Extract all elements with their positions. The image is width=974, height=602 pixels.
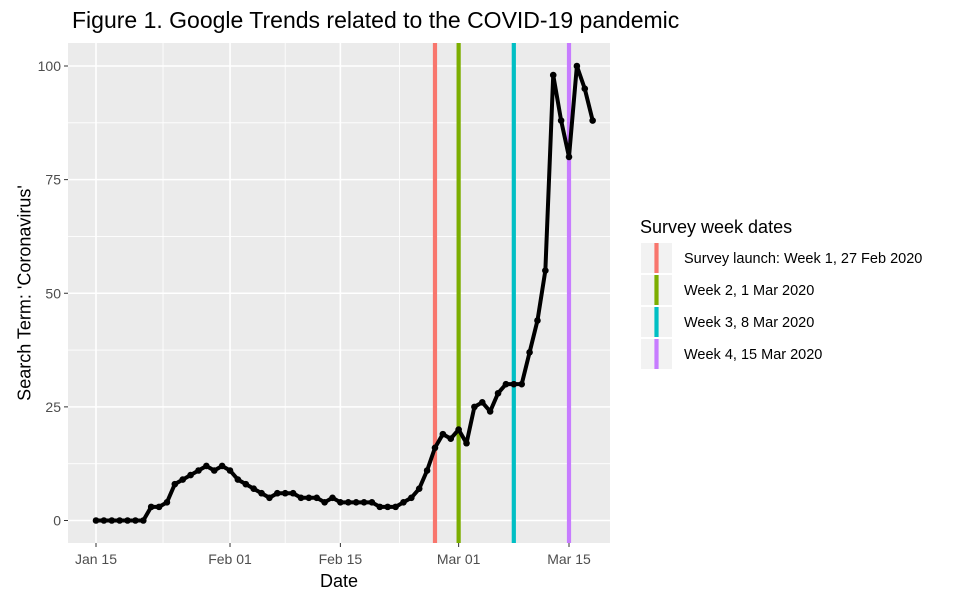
y-axis: 0 25 50 75 100	[38, 58, 68, 529]
series-line	[94, 64, 595, 523]
data-point	[549, 71, 557, 79]
data-point	[518, 380, 525, 388]
data-point	[565, 153, 573, 161]
y-tick-label: 100	[38, 58, 62, 74]
y-axis-title: Search Term: 'Coronavirus'	[14, 185, 34, 401]
legend-items: Survey launch: Week 1, 27 Feb 2020 Week 2…	[641, 243, 922, 369]
data-point	[258, 489, 265, 497]
data-point	[344, 499, 352, 506]
data-point	[281, 489, 289, 497]
x-tick-label: Mar 15	[547, 551, 591, 567]
data-point	[478, 399, 486, 406]
chart-title: Figure 1. Google Trends related to the C…	[72, 7, 679, 33]
data-point	[534, 317, 541, 324]
data-point	[431, 444, 439, 452]
y-tick-label: 50	[45, 285, 61, 301]
data-point	[573, 62, 581, 70]
x-tick-label: Feb 01	[208, 551, 252, 567]
data-point	[392, 503, 399, 511]
data-point	[250, 485, 257, 492]
y-tick-label: 0	[53, 513, 61, 529]
data-point	[376, 503, 384, 511]
data-point	[179, 476, 187, 483]
data-point	[203, 462, 210, 470]
data-point	[329, 494, 336, 502]
data-point	[313, 494, 321, 502]
data-point	[352, 499, 360, 506]
data-point	[337, 499, 344, 506]
data-point	[455, 426, 462, 433]
data-point	[210, 467, 218, 474]
x-axis: Jan 15 Feb 01 Feb 15 Mar 01 Mar 15	[75, 543, 591, 567]
data-point	[187, 471, 194, 479]
data-point	[400, 499, 407, 506]
data-point	[195, 467, 202, 474]
data-point	[140, 517, 147, 524]
data-point	[526, 349, 533, 356]
data-point	[471, 403, 478, 411]
data-point	[297, 494, 305, 502]
data-point	[486, 408, 494, 415]
data-point	[321, 499, 328, 506]
legend-label: Survey launch: Week 1, 27 Feb 2020	[684, 251, 922, 267]
data-point	[415, 485, 423, 492]
data-point	[289, 489, 297, 497]
data-point	[542, 267, 549, 274]
survey-week-lines	[432, 43, 572, 543]
x-tick-label: Feb 15	[319, 551, 363, 567]
data-point	[226, 467, 234, 474]
data-point	[510, 380, 518, 388]
data-point	[242, 480, 250, 488]
data-point	[171, 480, 179, 488]
x-tick-label: Mar 01	[437, 551, 481, 567]
data-point	[408, 494, 415, 502]
legend: Survey week dates Survey launch: Week 1,…	[640, 217, 922, 369]
data-point	[305, 494, 313, 502]
legend-label: Week 2, 1 Mar 2020	[684, 283, 814, 299]
data-point	[423, 467, 431, 474]
data-point	[108, 517, 116, 524]
data-point	[447, 435, 455, 442]
data-point	[557, 117, 565, 124]
legend-label: Week 3, 8 Mar 2020	[684, 315, 814, 331]
data-point	[266, 494, 273, 502]
data-point	[439, 430, 447, 438]
data-point	[384, 503, 391, 511]
data-point	[116, 517, 123, 524]
legend-label: Week 4, 15 Mar 2020	[684, 347, 822, 363]
data-point	[234, 476, 242, 483]
data-point	[147, 503, 155, 511]
series-layer	[92, 62, 596, 524]
data-point	[155, 503, 163, 511]
data-point	[100, 517, 108, 524]
data-point	[92, 517, 100, 524]
data-point	[124, 517, 131, 524]
data-point	[132, 517, 139, 524]
data-point	[463, 439, 470, 447]
data-point	[360, 499, 368, 506]
data-point	[218, 462, 226, 470]
x-axis-title: Date	[320, 571, 358, 591]
data-point	[494, 389, 502, 397]
y-tick-label: 75	[45, 172, 61, 188]
data-point	[581, 85, 589, 93]
x-tick-label: Jan 15	[75, 551, 117, 567]
legend-title: Survey week dates	[640, 217, 792, 237]
data-point	[163, 499, 171, 506]
data-point	[589, 117, 596, 124]
data-point	[368, 499, 376, 506]
data-point	[274, 489, 281, 497]
y-tick-label: 25	[45, 399, 61, 415]
data-point	[502, 380, 510, 388]
